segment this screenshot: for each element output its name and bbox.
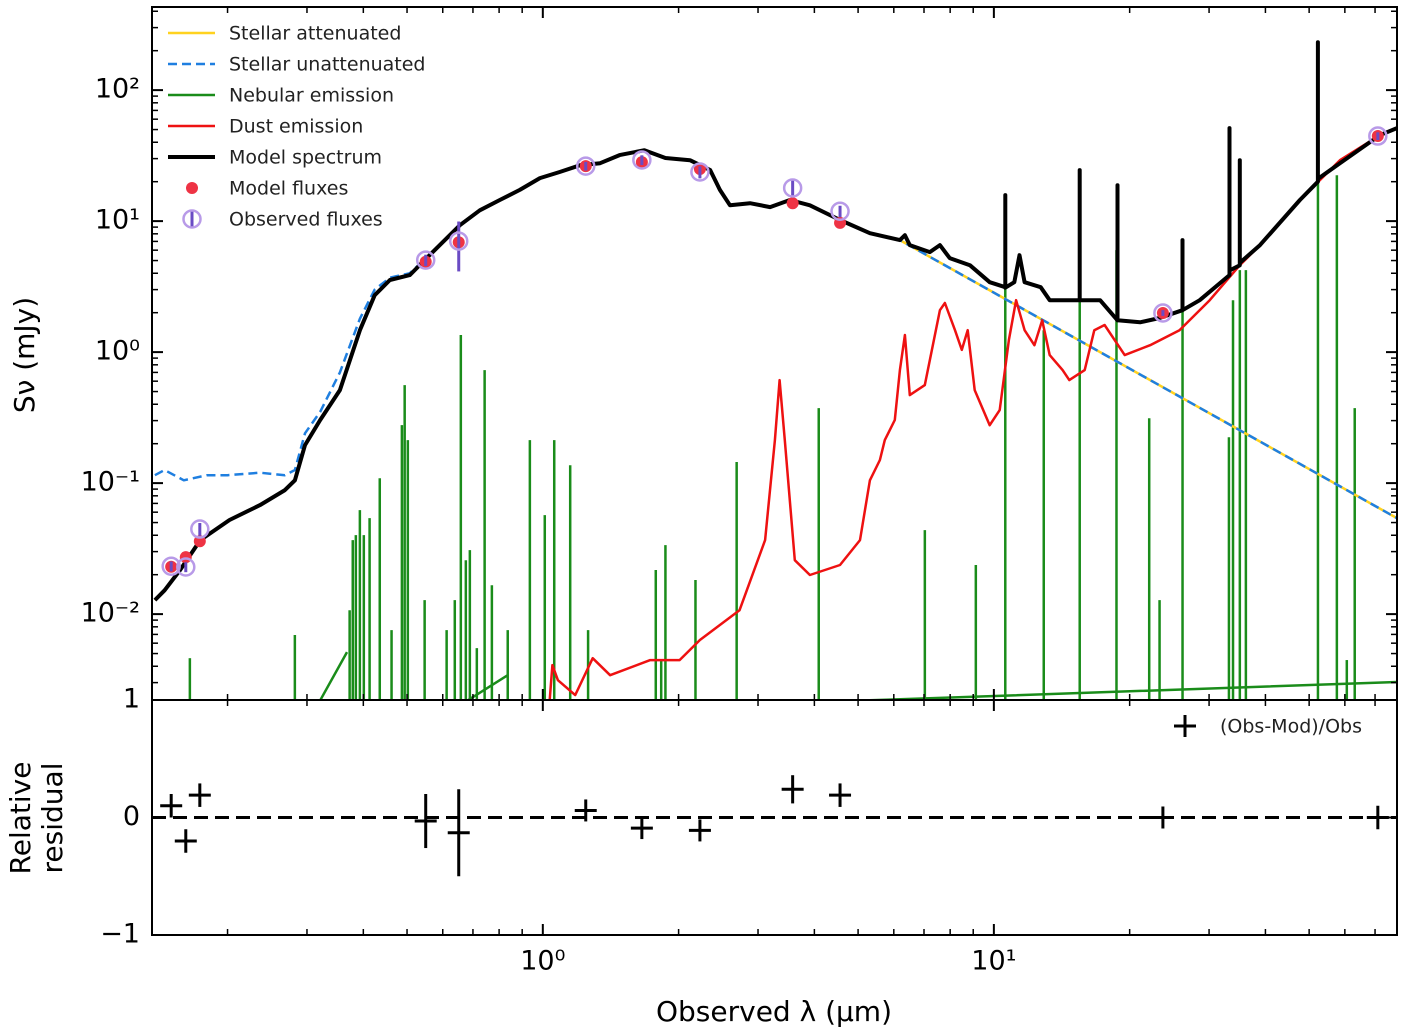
y-tick-label: 10⁻¹ xyxy=(81,467,140,498)
observed-flux xyxy=(1153,303,1173,323)
y-tick-label: 10⁰ xyxy=(95,336,140,367)
observed-flux xyxy=(1368,126,1388,146)
legend-item: Model fluxes xyxy=(186,178,348,200)
legend-item: (Obs-Mod)/Obs xyxy=(1174,715,1362,738)
spectrum-line xyxy=(153,40,1397,602)
residual-y-label: Relative xyxy=(4,762,37,875)
legend-item: Dust emission xyxy=(168,116,363,138)
legend-swatch xyxy=(186,182,198,194)
model-flux xyxy=(786,197,799,210)
observed-flux xyxy=(161,556,181,576)
spectrum-line xyxy=(548,126,1397,700)
legend-label: Nebular emission xyxy=(229,85,394,107)
axes: 10² 10¹ 10⁰ 10⁻¹ 10⁻² −1 0 1 10⁰ 10¹ Stellar atten… xyxy=(81,7,1397,977)
nebular-continuum xyxy=(319,651,1397,700)
legend-item: Observed fluxes xyxy=(182,209,383,231)
legend-label: Model fluxes xyxy=(229,178,348,200)
legend-label: Stellar unattenuated xyxy=(229,54,426,76)
y-tick-label: −1 xyxy=(100,919,140,950)
observed-flux xyxy=(690,162,710,182)
legend-label: Dust emission xyxy=(229,116,363,138)
y-tick-label: 10² xyxy=(95,74,140,105)
sed-frame xyxy=(151,6,1398,701)
x-axis-label: Observed λ (μm) xyxy=(656,995,892,1028)
observed-flux xyxy=(782,178,803,198)
x-tick-label: 10⁰ xyxy=(520,946,565,977)
y-tick-label: 1 xyxy=(123,684,140,715)
y-tick-label: 0 xyxy=(123,801,140,832)
x-tick-label: 10¹ xyxy=(971,946,1016,977)
residual-plot-area xyxy=(152,775,1397,877)
y-tick-label: 10⁻² xyxy=(81,598,140,629)
observed-flux xyxy=(190,519,210,539)
observed-flux xyxy=(448,231,469,251)
legend-label: Model spectrum xyxy=(229,147,382,169)
y-axis-label: Sν (mJy) xyxy=(8,297,41,413)
y-tick-label: 10¹ xyxy=(95,205,140,236)
observed-flux xyxy=(830,201,850,221)
observed-flux xyxy=(415,250,436,270)
legend-item: Stellar unattenuated xyxy=(168,54,426,76)
legend-label: Observed fluxes xyxy=(229,209,383,231)
model-flux xyxy=(179,551,192,564)
observed-flux xyxy=(632,150,652,170)
legend-item: Nebular emission xyxy=(168,85,394,107)
observed-flux xyxy=(575,156,596,176)
legend-label: (Obs-Mod)/Obs xyxy=(1220,716,1362,738)
observed-flux xyxy=(176,557,196,577)
legend-swatch xyxy=(182,209,202,229)
legend-item: Model spectrum xyxy=(168,147,382,169)
residual-y-label: residual xyxy=(36,763,69,874)
sed-plot-area xyxy=(153,40,1397,700)
residual-frame xyxy=(151,699,1398,936)
legend-label: Stellar attenuated xyxy=(229,23,401,45)
legend-item: Stellar attenuated xyxy=(168,23,401,45)
